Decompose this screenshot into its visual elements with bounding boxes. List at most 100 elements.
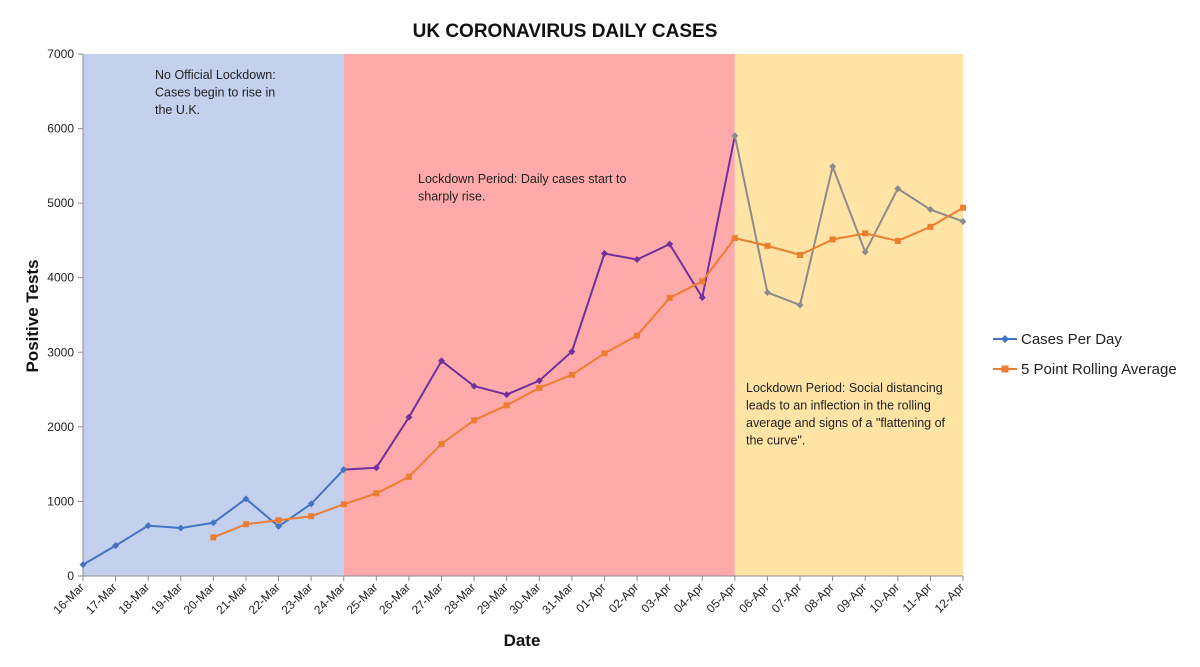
x-tick-label: 17-Mar bbox=[83, 580, 120, 617]
cases-per-day-point bbox=[242, 495, 250, 503]
cases-per-day-point bbox=[177, 524, 185, 532]
y-tick-label: 0 bbox=[67, 569, 74, 583]
y-axis-title: Positive Tests bbox=[23, 259, 42, 372]
cases-per-day-point bbox=[503, 391, 511, 399]
x-tick-label: 28-Mar bbox=[441, 580, 478, 617]
series-markers bbox=[79, 132, 967, 569]
x-tick-label: 04-Apr bbox=[671, 580, 706, 615]
y-tick-label: 4000 bbox=[47, 271, 74, 285]
cases-per-day-point bbox=[959, 217, 967, 225]
y-tick-label: 7000 bbox=[47, 47, 74, 61]
y-tick-label: 1000 bbox=[47, 494, 74, 508]
x-tick-label: 05-Apr bbox=[704, 580, 739, 615]
rolling-average-point bbox=[862, 230, 869, 237]
region-1-annotation-line: Lockdown Period: Daily cases start to bbox=[418, 172, 626, 186]
cases-per-day-point bbox=[568, 348, 576, 356]
rolling-average-point bbox=[275, 517, 282, 524]
region-2 bbox=[734, 54, 963, 576]
rolling-average-point bbox=[731, 235, 738, 242]
legend-label-0: Cases Per Day bbox=[1021, 331, 1122, 348]
cases-per-day-point bbox=[666, 240, 674, 248]
cases-per-day-point bbox=[600, 250, 608, 258]
legend: Cases Per Day 5 Point Rolling Average bbox=[993, 331, 1177, 378]
cases-per-day-point bbox=[861, 248, 869, 256]
region-2-annotation-line: the curve". bbox=[746, 434, 805, 448]
rolling-average-point bbox=[960, 204, 966, 211]
rolling-average-point bbox=[601, 350, 608, 357]
x-tick-label: 08-Apr bbox=[801, 580, 836, 615]
rolling-average-point bbox=[699, 278, 706, 285]
cases-per-day-point bbox=[731, 132, 739, 140]
cases-per-day-point bbox=[633, 256, 641, 264]
cases-per-day-point bbox=[698, 293, 706, 301]
x-tick-label: 09-Apr bbox=[834, 580, 869, 615]
x-tick-label: 10-Apr bbox=[867, 580, 902, 615]
cases-per-day-point bbox=[829, 163, 837, 171]
region-2-annotation-line: Lockdown Period: Social distancing bbox=[746, 381, 943, 395]
x-tick-label: 25-Mar bbox=[344, 580, 381, 617]
cases-per-day-point bbox=[275, 522, 283, 530]
x-tick-label: 19-Mar bbox=[148, 580, 185, 617]
region-1 bbox=[343, 54, 735, 576]
cases-per-day-point bbox=[796, 301, 804, 309]
x-tick-label: 26-Mar bbox=[376, 580, 413, 617]
rolling-average-point bbox=[634, 332, 641, 339]
x-tick-label: 02-Apr bbox=[606, 580, 641, 615]
cases-per-day-point bbox=[470, 382, 478, 390]
rolling-average-point bbox=[373, 490, 380, 497]
rolling-average-point bbox=[471, 417, 478, 424]
series-rolling-average-line bbox=[212, 206, 964, 539]
x-tick-label: 24-Mar bbox=[311, 580, 348, 617]
chart-title: UK CORONAVIRUS DAILY CASES bbox=[413, 21, 718, 42]
rolling-average-point bbox=[568, 371, 575, 378]
x-tick-label: 03-Apr bbox=[638, 580, 673, 615]
rolling-average-point bbox=[894, 237, 901, 244]
region-0 bbox=[83, 54, 344, 576]
x-tick-label: 07-Apr bbox=[769, 580, 804, 615]
region-2-annotation-line: leads to an inflection in the rolling bbox=[746, 399, 931, 413]
rolling-average-point bbox=[438, 440, 445, 447]
region-1-annotation-line: sharply rise. bbox=[418, 190, 485, 204]
rolling-average-point bbox=[503, 402, 510, 409]
rolling-average-point bbox=[405, 473, 412, 480]
cases-per-day-point bbox=[79, 561, 87, 569]
cases-per-day-point bbox=[535, 377, 543, 385]
x-tick-label: 01-Apr bbox=[573, 580, 608, 615]
rolling-average-point bbox=[242, 521, 249, 528]
y-tick-label: 6000 bbox=[47, 122, 74, 136]
legend-label-1: 5 Point Rolling Average bbox=[1021, 361, 1177, 378]
x-tick-label: 11-Apr bbox=[900, 580, 935, 615]
cases-per-day-point bbox=[340, 466, 348, 474]
legend-marker-0 bbox=[1001, 335, 1009, 343]
y-tick-label: 2000 bbox=[47, 420, 74, 434]
series-cases-per-day-segment-2 bbox=[733, 135, 964, 307]
shaded-regions bbox=[83, 54, 963, 576]
x-tick-label: 06-Apr bbox=[736, 580, 771, 615]
cases-per-day-point bbox=[926, 206, 934, 214]
rolling-average-point bbox=[764, 242, 771, 249]
rolling-average-point bbox=[797, 251, 804, 258]
x-tick-label: 23-Mar bbox=[278, 580, 315, 617]
x-tick-label: 20-Mar bbox=[181, 580, 218, 617]
rolling-average-point bbox=[927, 223, 934, 230]
region-2-annotation-line: average and signs of a "flattening of bbox=[746, 416, 946, 430]
x-tick-label: 18-Mar bbox=[116, 580, 153, 617]
region-0-annotation-line: Cases begin to rise in bbox=[155, 86, 275, 100]
x-axis-title: Date bbox=[504, 631, 541, 650]
legend-marker-1 bbox=[1001, 365, 1009, 373]
cases-per-day-point bbox=[144, 522, 152, 530]
cases-per-day-point bbox=[209, 519, 217, 527]
x-tick-label: 21-Mar bbox=[213, 580, 250, 617]
cases-per-day-point bbox=[405, 413, 413, 421]
region-annotations: No Official Lockdown: Cases begin to rise… bbox=[155, 68, 946, 448]
cases-per-day-point bbox=[438, 357, 446, 365]
x-tick-label: 30-Mar bbox=[507, 580, 544, 617]
y-tick-label: 3000 bbox=[47, 345, 74, 359]
rolling-average-point bbox=[666, 294, 673, 301]
cases-per-day-point bbox=[894, 185, 902, 193]
x-tick-label: 31-Mar bbox=[539, 580, 576, 617]
x-tick-label: 22-Mar bbox=[246, 580, 283, 617]
x-tick-label: 12-Apr bbox=[932, 580, 967, 615]
cases-per-day-point bbox=[372, 464, 380, 472]
